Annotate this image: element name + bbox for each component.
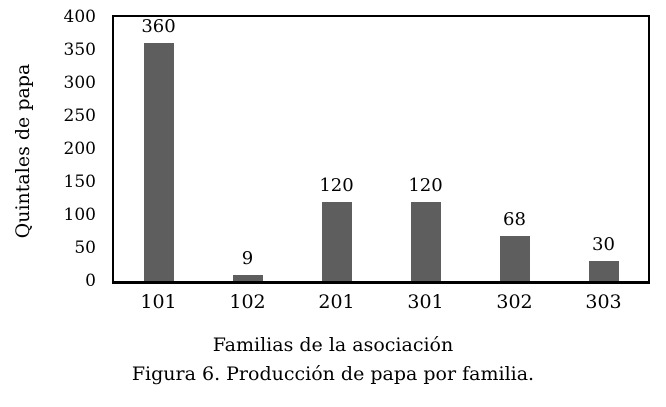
y-tick-label: 200 xyxy=(63,139,96,159)
bar xyxy=(499,236,530,281)
x-tick-label: 301 xyxy=(407,291,444,313)
bar xyxy=(232,275,263,281)
y-tick-label: 100 xyxy=(63,205,96,225)
x-tick-label: 102 xyxy=(229,291,266,313)
y-tick-label: 350 xyxy=(63,40,96,60)
bar-value-label: 68 xyxy=(503,209,526,231)
plot-area: 360 9 120 120 68 30 xyxy=(112,15,650,284)
bar-value-label: 120 xyxy=(319,174,354,196)
y-tick-label: 400 xyxy=(63,7,96,27)
bar xyxy=(321,201,352,281)
bar-value-label: 9 xyxy=(241,248,254,270)
figure-caption: Figura 6. Producción de papa por familia… xyxy=(131,363,535,385)
x-tick-label: 303 xyxy=(585,291,622,313)
y-tick-label: 50 xyxy=(74,238,96,258)
bar xyxy=(143,43,174,281)
y-tick-label: 250 xyxy=(63,106,96,126)
y-tick-label: 0 xyxy=(85,271,96,291)
bar-value-label: 360 xyxy=(141,16,176,38)
y-tick-label: 300 xyxy=(63,73,96,93)
x-axis-title: Familias de la asociación xyxy=(212,334,454,356)
bar-value-label: 30 xyxy=(592,234,615,256)
x-tick-label: 101 xyxy=(140,291,177,313)
bar-value-label: 120 xyxy=(408,174,443,196)
bar xyxy=(588,261,619,281)
bar xyxy=(410,201,441,281)
y-tick-label: 150 xyxy=(63,172,96,192)
x-tick-label: 201 xyxy=(318,291,355,313)
x-tick-label: 302 xyxy=(496,291,533,313)
